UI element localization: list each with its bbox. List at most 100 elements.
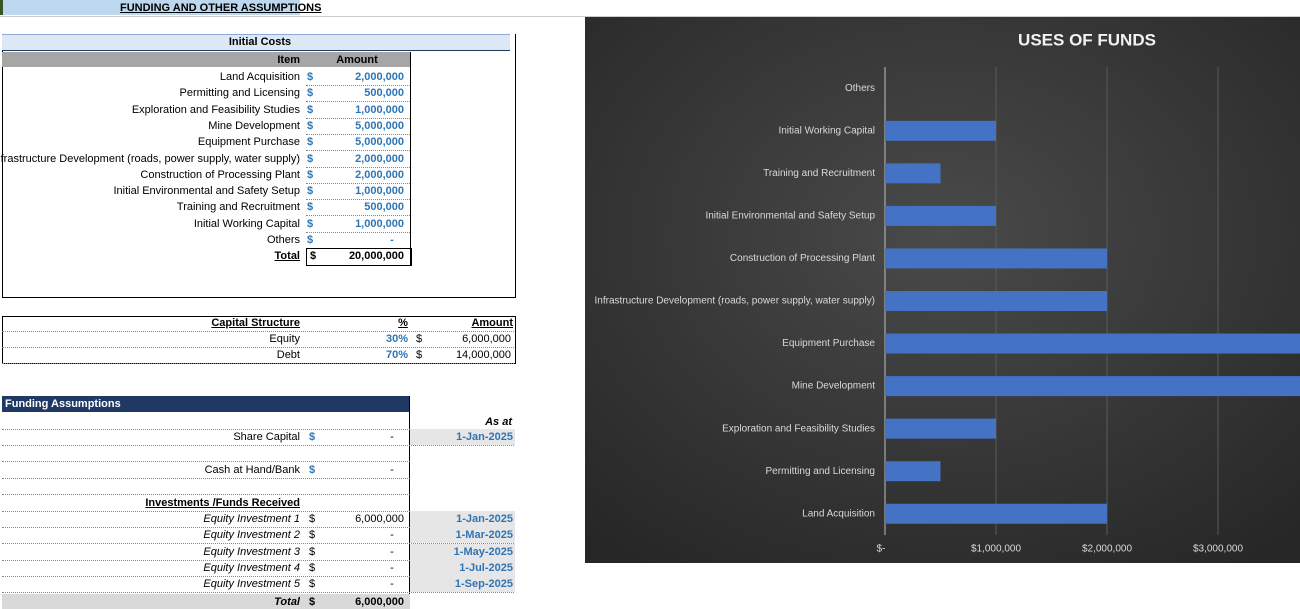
section-title: Funding Assumptions: [5, 398, 121, 410]
row-rule: [2, 527, 514, 528]
initial-costs-header-bar: [2, 52, 410, 67]
total-amount: 6,000,000: [355, 596, 404, 608]
y-tick-label: Initial Environmental and Safety Setup: [705, 211, 875, 222]
bar: [885, 333, 1300, 354]
chart-title: USES OF FUNDS: [1018, 30, 1156, 49]
header-marker: [0, 0, 3, 15]
row-rule: [2, 363, 514, 364]
date-cell: [410, 527, 515, 544]
funding-title-bar: [2, 396, 410, 412]
row-rule: [2, 559, 514, 561]
total-label: Total: [274, 596, 300, 608]
y-tick-label: Land Acquisition: [802, 508, 875, 519]
item-label: Infrastructure Development (roads, power…: [0, 152, 300, 165]
y-tick-label: Initial Working Capital: [778, 125, 875, 136]
amount: -: [390, 561, 394, 574]
amount: 14,000,000: [455, 349, 511, 361]
row-rule: [306, 85, 410, 86]
bar: [885, 376, 1300, 397]
currency-sign: $: [309, 561, 316, 574]
item-label: Equipment Purchase: [197, 136, 300, 149]
y-tick-label: Construction of Processing Plant: [730, 253, 875, 264]
currency-sign: $: [307, 71, 314, 83]
date-cell: [410, 576, 515, 593]
amount: 500,000: [364, 87, 404, 100]
item-label: Initial Working Capital: [193, 217, 300, 230]
chart: USES OF FUNDS $- $1,000,000 $2,000,000 $3,0…: [585, 17, 1300, 563]
currency-sign: $: [416, 333, 423, 345]
funding-column-rule: [409, 396, 410, 609]
row-rule: [2, 429, 514, 430]
date-cell: [410, 429, 515, 445]
row-rule: [306, 133, 410, 135]
amount: 1,000,000: [355, 103, 404, 116]
row-rule: [306, 117, 410, 119]
currency-sign: $: [307, 136, 314, 149]
currency-sign: $: [309, 464, 316, 476]
amount: 1,000,000: [355, 185, 404, 198]
amount: -: [390, 464, 394, 476]
section-label: Investments /Funds Received: [145, 497, 300, 509]
currency-sign: $: [310, 250, 317, 263]
amount: 1,000,000: [355, 217, 404, 230]
item-label: Debt: [276, 349, 300, 361]
percent: 30%: [385, 333, 408, 345]
currency-sign: $: [309, 545, 316, 558]
row-rule: [306, 231, 410, 233]
currency-sign: $: [309, 529, 316, 542]
y-tick-label: Permitting and Licensing: [765, 466, 875, 477]
item-label: Equity Investment 4: [203, 561, 300, 574]
row-rule: [2, 592, 514, 594]
bar: [885, 418, 996, 439]
row-rule: [2, 543, 514, 545]
total-label: Total: [274, 250, 300, 263]
currency-sign: $: [307, 168, 314, 181]
item-label: Equity Investment 3: [203, 545, 300, 558]
currency-sign: $: [416, 349, 423, 361]
row-rule: [306, 199, 410, 201]
amount: 2,000,000: [355, 168, 404, 181]
item-label: Mine Development: [208, 119, 300, 132]
currency-sign: $: [307, 87, 314, 100]
funding-total-bar: [2, 594, 410, 609]
x-tick-label: $1,000,000: [971, 544, 1021, 555]
table-title: Initial Costs: [228, 36, 292, 48]
column-header: As at: [485, 416, 512, 428]
date: 1-Jan-2025: [456, 431, 513, 443]
amount: 5,000,000: [355, 119, 404, 132]
column-header: Amount: [471, 317, 513, 329]
date-cell: [410, 511, 515, 527]
y-tick-label: Infrastructure Development (roads, power…: [595, 296, 876, 307]
item-label: Training and Recruitment: [176, 201, 300, 214]
y-tick-label: Exploration and Feasibility Studies: [722, 423, 875, 434]
currency-sign: $: [309, 578, 316, 591]
amount: 2,000,000: [355, 71, 404, 83]
row-rule: [2, 347, 514, 348]
item-label: Equity: [269, 333, 300, 345]
row-rule: [2, 494, 410, 495]
y-tick-label: Equipment Purchase: [782, 338, 875, 349]
item-label: Others: [266, 234, 300, 246]
total-amount: 20,000,000: [348, 250, 404, 263]
capital-structure-frame: [2, 316, 516, 364]
bar: [885, 461, 941, 482]
row-rule: [2, 478, 410, 479]
amount: 6,000,000: [462, 333, 511, 345]
item-label: Exploration and Feasibility Studies: [131, 103, 300, 116]
item-label: Cash at Hand/Bank: [204, 464, 300, 476]
row-rule: [306, 166, 410, 168]
item-label: Land Acquisition: [219, 71, 300, 83]
header-band: [0, 0, 300, 15]
date: 1-Jan-2025: [456, 513, 513, 525]
x-tick-label: $2,000,000: [1082, 544, 1132, 555]
amount: 2,000,000: [355, 152, 404, 165]
currency-sign: $: [307, 103, 314, 116]
initial-costs-frame: [2, 34, 516, 298]
currency-sign: $: [307, 152, 314, 165]
column-header: Item: [277, 54, 300, 66]
percent: 70%: [385, 349, 408, 361]
column-header: %: [398, 317, 408, 329]
total-cell: [306, 248, 412, 267]
page-title: FUNDING AND OTHER ASSUMPTIONS: [120, 2, 322, 14]
item-label: Construction of Processing Plant: [140, 168, 300, 181]
